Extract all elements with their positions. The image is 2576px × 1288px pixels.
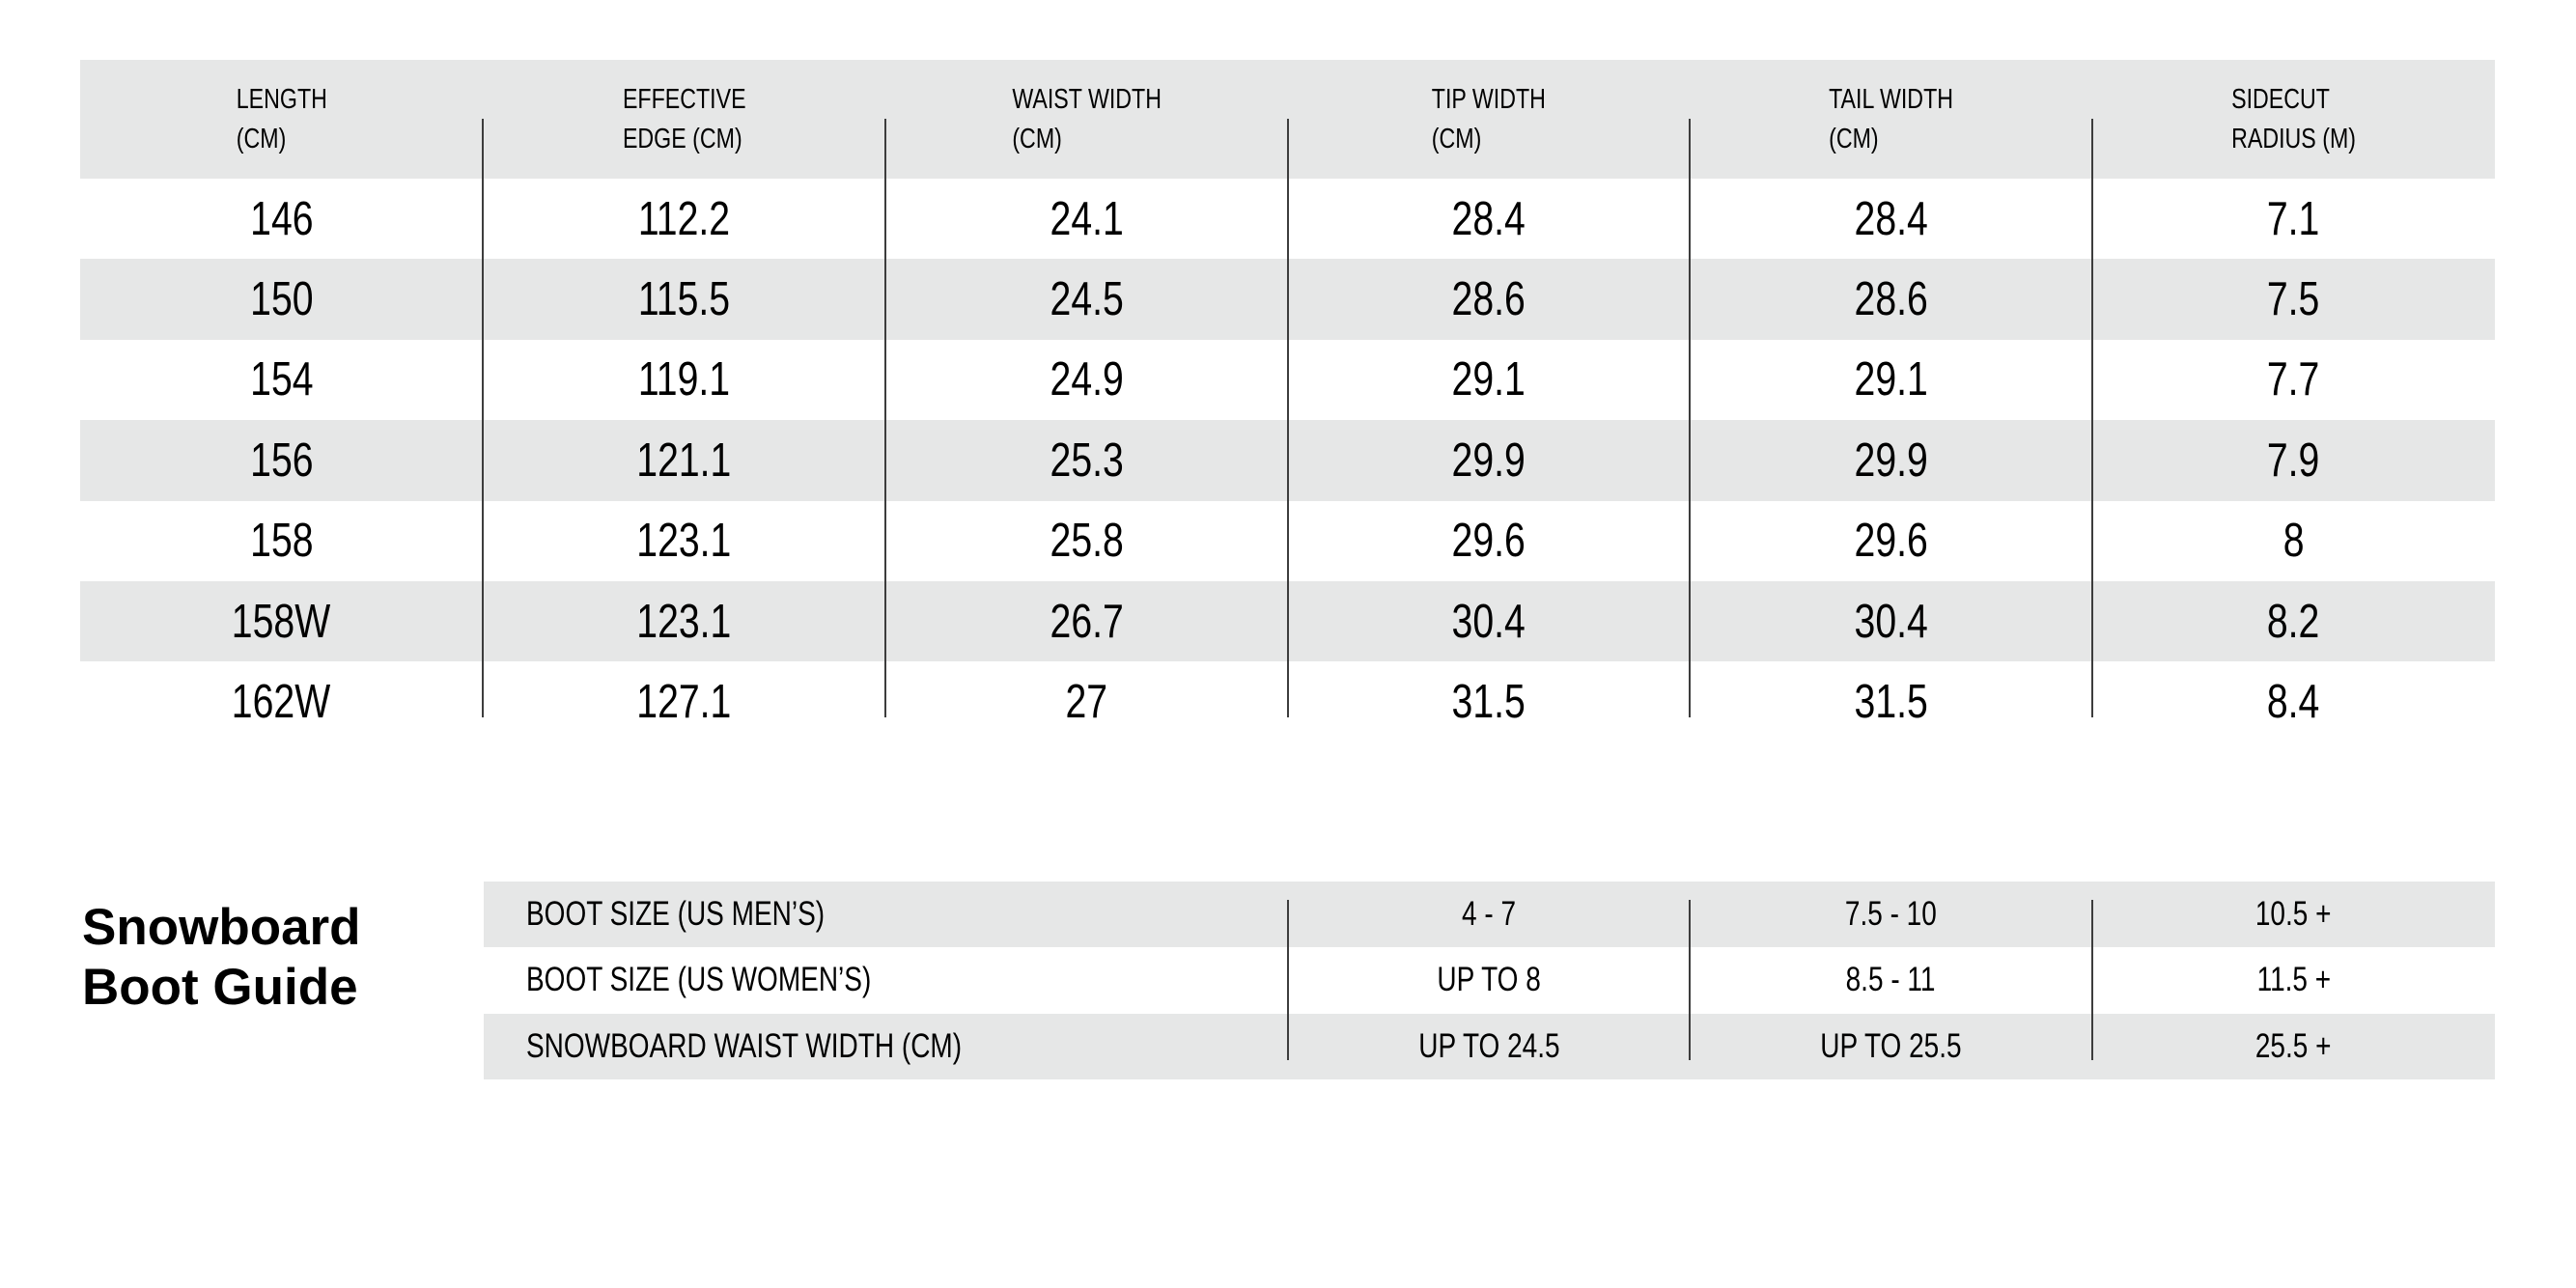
spec-row-146: 146 112.2 24.1 28.4 28.4 7.1 [80, 179, 2495, 259]
spec-cell: 8.4 [2267, 676, 2320, 729]
header-line: LENGTH [236, 83, 327, 115]
boot-row-label: BOOT SIZE (US MEN’S) [526, 895, 826, 934]
spec-cell: 24.1 [1050, 192, 1124, 245]
snowboard-spec-table: LENGTH (CM) EFFECTIVE EDGE (CM) WAIST WI… [80, 60, 2495, 742]
spec-cell: 24.5 [1050, 273, 1124, 326]
column-divider [482, 119, 484, 717]
spec-cell: 127.1 [636, 676, 732, 729]
spec-cell: 24.9 [1050, 353, 1124, 406]
column-divider [2091, 119, 2093, 717]
column-header-waist-width: WAIST WIDTH (CM) [885, 60, 1288, 179]
boot-row-value: UP TO 25.5 [1820, 1026, 1962, 1065]
spec-cell: 30.4 [1854, 595, 1928, 648]
column-header-effective-edge: EFFECTIVE EDGE (CM) [483, 60, 885, 179]
spec-cell: 112.2 [637, 192, 731, 245]
boot-row-value: UP TO 8 [1437, 961, 1541, 999]
spec-cell: 123.1 [636, 595, 732, 648]
spec-cell: 7.7 [2267, 353, 2320, 406]
boot-row-value: 11.5 + [2256, 961, 2331, 999]
boot-row-value: 8.5 - 11 [1846, 961, 1936, 999]
boot-row-value: 4 - 7 [1461, 895, 1517, 934]
spec-cell: 154 [249, 353, 314, 406]
spec-cell: 119.1 [637, 353, 731, 406]
boot-guide-row-mens: BOOT SIZE (US MEN’S) 4 - 7 7.5 - 10 10.5… [484, 882, 2495, 948]
spec-cell: 123.1 [636, 515, 732, 568]
header-line: (CM) [1431, 123, 1482, 154]
column-header-sidecut-radius: SIDECUT RADIUS (M) [2092, 60, 2495, 179]
spec-cell: 29.9 [1451, 434, 1526, 487]
boot-row-value: 25.5 + [2255, 1026, 2332, 1065]
column-header-tip-width: TIP WIDTH (CM) [1288, 60, 1690, 179]
column-header-length: LENGTH (CM) [80, 60, 483, 179]
spec-row-158: 158 123.1 25.8 29.6 29.6 8 [80, 501, 2495, 581]
spec-cell: 28.6 [1451, 273, 1526, 326]
header-line: (CM) [1829, 123, 1879, 154]
spec-cell: 121.1 [636, 434, 732, 487]
spec-cell: 29.1 [1451, 353, 1526, 406]
spec-cell: 28.4 [1854, 192, 1928, 245]
spec-cell: 115.5 [637, 273, 731, 326]
spec-cell: 29.6 [1451, 515, 1526, 568]
spec-cell: 7.5 [2267, 273, 2320, 326]
spec-cell: 25.3 [1050, 434, 1124, 487]
spec-cell: 28.6 [1854, 273, 1928, 326]
boot-row-label: SNOWBOARD WAIST WIDTH (CM) [526, 1026, 963, 1065]
spec-cell: 29.9 [1854, 434, 1928, 487]
spec-cell: 31.5 [1451, 676, 1526, 729]
boot-row-value: 7.5 - 10 [1845, 895, 1937, 934]
spec-cell: 8.2 [2267, 595, 2320, 648]
spec-cell: 30.4 [1451, 595, 1526, 648]
column-divider [1287, 119, 1289, 717]
header-line: RADIUS (M) [2231, 123, 2356, 154]
boot-row-label: BOOT SIZE (US WOMEN’S) [526, 961, 872, 999]
spec-cell: 26.7 [1050, 595, 1124, 648]
spec-cell: 31.5 [1854, 676, 1928, 729]
column-header-tail-width: TAIL WIDTH (CM) [1690, 60, 2092, 179]
spec-cell: 27 [1065, 676, 1108, 729]
spec-cell: 158 [249, 515, 314, 568]
header-line: TIP WIDTH [1431, 83, 1547, 115]
spec-cell: 7.1 [2267, 192, 2320, 245]
spec-cell: 25.8 [1050, 515, 1124, 568]
spec-cell: 150 [249, 273, 314, 326]
spec-cell: 8 [2282, 515, 2305, 568]
boot-guide-row-womens: BOOT SIZE (US WOMEN’S) UP TO 8 8.5 - 11 … [484, 947, 2495, 1013]
header-line: SIDECUT [2231, 83, 2330, 115]
header-line: (CM) [236, 123, 286, 154]
boot-guide-title-line1: Snowboard [82, 899, 361, 956]
boot-row-value: UP TO 24.5 [1417, 1026, 1560, 1065]
spec-cell: 156 [249, 434, 314, 487]
column-divider [2091, 900, 2093, 1060]
spec-cell: 29.1 [1854, 353, 1928, 406]
snowboard-boot-guide-table: BOOT SIZE (US MEN’S) 4 - 7 7.5 - 10 10.5… [484, 882, 2495, 1079]
spec-cell: 28.4 [1451, 192, 1526, 245]
header-line: (CM) [1012, 123, 1062, 154]
header-line: WAIST WIDTH [1012, 83, 1162, 115]
boot-guide-title: Snowboard Boot Guide [82, 898, 361, 1018]
spec-cell: 29.6 [1854, 515, 1928, 568]
header-line: EDGE (CM) [622, 123, 742, 154]
column-divider [1287, 900, 1289, 1060]
boot-guide-title-line2: Boot Guide [82, 959, 358, 1016]
spec-cell: 162W [232, 676, 331, 729]
boot-guide-row-waist-width: SNOWBOARD WAIST WIDTH (CM) UP TO 24.5 UP… [484, 1013, 2495, 1079]
boot-row-value: 10.5 + [2255, 895, 2332, 934]
spec-row-162W: 162W 127.1 27 31.5 31.5 8.4 [80, 661, 2495, 742]
spec-cell: 7.9 [2267, 434, 2320, 487]
header-line: EFFECTIVE [622, 83, 746, 115]
column-divider [1689, 119, 1691, 717]
spec-row-154: 154 119.1 24.9 29.1 29.1 7.7 [80, 340, 2495, 420]
spec-cell: 146 [249, 192, 314, 245]
column-divider [884, 119, 886, 717]
header-line: TAIL WIDTH [1829, 83, 1953, 115]
column-divider [1689, 900, 1691, 1060]
spec-cell: 158W [232, 595, 331, 648]
